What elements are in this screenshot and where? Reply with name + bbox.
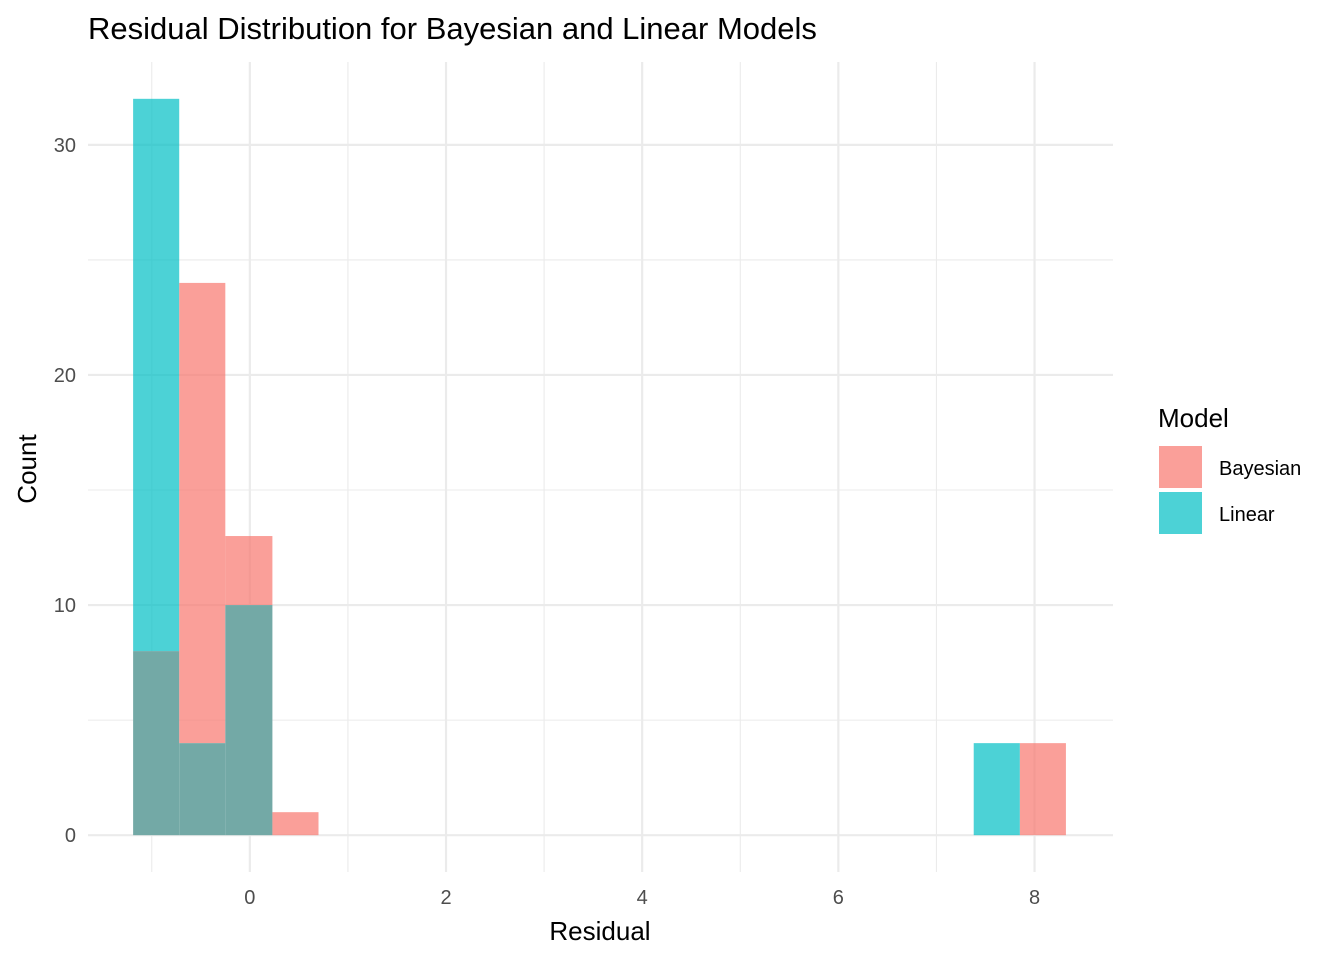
bars <box>133 98 1066 836</box>
bar-linear <box>133 98 180 652</box>
bar-overlap <box>133 651 180 836</box>
y-tick-label: 10 <box>54 595 76 617</box>
bar-bayesian <box>272 812 319 836</box>
y-axis-title: Count <box>12 434 42 504</box>
y-tick-label: 20 <box>54 365 76 387</box>
x-tick-label: 0 <box>244 887 255 909</box>
bar-bayesian <box>179 282 226 744</box>
legend-label-bayesian: Bayesian <box>1219 458 1301 480</box>
legend-label-linear: Linear <box>1219 504 1275 526</box>
x-axis-title: Residual <box>549 916 650 946</box>
legend: Model Bayesian Linear <box>1158 403 1301 534</box>
x-tick-label: 2 <box>440 887 451 909</box>
x-tick-label: 4 <box>637 887 648 909</box>
x-tick-label: 8 <box>1029 887 1040 909</box>
bar-overlap <box>179 743 226 836</box>
bar-bayesian <box>225 536 273 606</box>
tick-labels: 0 2 4 6 8 0 10 20 30 <box>54 135 1040 909</box>
bar-overlap <box>225 605 273 836</box>
bar-linear <box>973 743 1020 836</box>
x-tick-label: 6 <box>833 887 844 909</box>
y-tick-label: 0 <box>65 825 76 847</box>
bar-bayesian <box>1019 743 1066 836</box>
y-tick-label: 30 <box>54 135 76 157</box>
legend-swatch-linear <box>1159 492 1202 534</box>
legend-swatch-bayesian <box>1159 446 1202 488</box>
chart-title: Residual Distribution for Bayesian and L… <box>88 11 817 46</box>
legend-title: Model <box>1158 403 1229 433</box>
